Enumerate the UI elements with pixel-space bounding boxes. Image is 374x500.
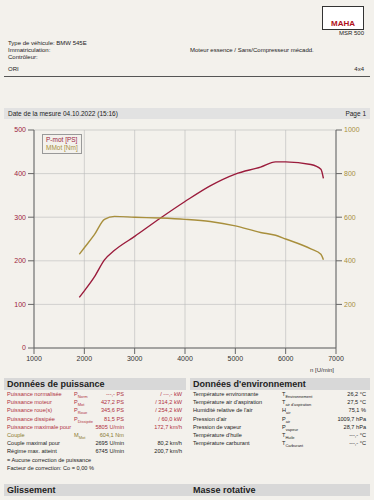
svg-text:3000: 3000 xyxy=(127,355,143,362)
html-text:TEnvironnement: TEnvironnement xyxy=(282,391,313,400)
html-text:= Aucune correction de puissan: = Aucune correction de puissance xyxy=(7,456,92,463)
html-text:345,6 PS: 345,6 PS xyxy=(101,407,124,414)
html-text:---,- PS: ---,- PS xyxy=(106,391,124,397)
svg-text:600: 600 xyxy=(344,214,356,221)
html-text:80,2 km/h: 80,2 km/h xyxy=(157,440,182,447)
html-text:---,- °C: ---,- °C xyxy=(349,431,366,438)
html-text:Hair: Hair xyxy=(282,407,291,416)
html-text:Immatriculation:: Immatriculation: xyxy=(8,47,51,53)
svg-text:4000: 4000 xyxy=(177,355,193,362)
html-text:Température d'huile: Température d'huile xyxy=(193,431,242,438)
html-text:Pression d'air: Pression d'air xyxy=(193,415,227,422)
svg-text:5000: 5000 xyxy=(228,355,244,362)
html-text:Facteur de correction: Co = 0,: Facteur de correction: Co = 0,00 % xyxy=(7,464,94,471)
html-text:Puissance maximale pour: Puissance maximale pour xyxy=(7,423,71,430)
html-text:604,1 Nm: 604,1 Nm xyxy=(99,431,124,438)
svg-text:200: 200 xyxy=(344,301,356,308)
html-text:Date de la mesure 04.10.2022 (: Date de la mesure 04.10.2022 (15:16) xyxy=(8,110,118,117)
html-text:/ ---,- kW: / ---,- kW xyxy=(160,391,182,397)
html-text:Puissance normalisée: Puissance normalisée xyxy=(7,391,62,397)
html-text:172,7 km/h: 172,7 km/h xyxy=(154,423,182,430)
html-text:/ 60,0 kW: / 60,0 kW xyxy=(158,415,182,422)
html-text:/ 314,2 kW: / 314,2 kW xyxy=(155,399,182,406)
svg-text:400: 400 xyxy=(344,257,356,264)
html-text:Couple maximal pour: Couple maximal pour xyxy=(7,440,60,447)
html-text:6745 U/min: 6745 U/min xyxy=(95,448,124,455)
html-text:Tair d'aspiration: Tair d'aspiration xyxy=(282,399,312,408)
html-text:4x4: 4x4 xyxy=(354,66,364,72)
html-text:81,5 PS: 81,5 PS xyxy=(104,415,124,422)
html-text:Température carburant: Température carburant xyxy=(193,440,250,447)
html-text:Puissance moteur: Puissance moteur xyxy=(7,399,52,406)
html-text:PDissipée: PDissipée xyxy=(74,415,94,424)
svg-text:500: 500 xyxy=(14,126,26,133)
html-text:Glissement: Glissement xyxy=(7,485,56,495)
html-text:1009,7 hPa: 1009,7 hPa xyxy=(337,415,366,422)
html-text:Puissance dissipée: Puissance dissipée xyxy=(7,415,55,422)
html-text:Page 1: Page 1 xyxy=(345,110,366,117)
html-text:Données d'environnement: Données d'environnement xyxy=(193,379,306,389)
svg-text:400: 400 xyxy=(14,170,26,177)
html-text:PMot: PMot xyxy=(74,399,85,408)
svg-text:200: 200 xyxy=(14,257,26,264)
svg-text:300: 300 xyxy=(14,214,26,221)
svg-text:1000: 1000 xyxy=(344,126,360,133)
html-text:26,2 °C: 26,2 °C xyxy=(347,391,366,397)
svg-text:100: 100 xyxy=(14,301,26,308)
html-text:Pair: Pair xyxy=(282,415,291,424)
html-text:Humidité relative de l'air: Humidité relative de l'air xyxy=(193,407,253,414)
html-text:PNorm: PNorm xyxy=(74,391,88,400)
html-text:Couple: Couple xyxy=(7,431,25,438)
svg-text:n [U/min]: n [U/min] xyxy=(310,367,334,373)
html-text:Type de véhicule: BMW 545E: Type de véhicule: BMW 545E xyxy=(8,40,87,46)
svg-text:800: 800 xyxy=(344,170,356,177)
html-text:/ 254,2 kW: / 254,2 kW xyxy=(155,407,182,414)
html-text:Masse rotative: Masse rotative xyxy=(193,485,256,495)
html-text:Contrôleur:: Contrôleur: xyxy=(8,54,38,60)
svg-text:7000: 7000 xyxy=(328,355,344,362)
html-text:MAHA: MAHA xyxy=(331,19,355,28)
html-text:Pression de vapeur: Pression de vapeur xyxy=(193,423,242,430)
html-text:2695 U/min: 2695 U/min xyxy=(95,440,124,447)
html-text:P-mot [PS]: P-mot [PS] xyxy=(46,136,78,143)
html-text:TCarburant: TCarburant xyxy=(282,440,304,449)
html-text:5805 U/min: 5805 U/min xyxy=(95,423,124,430)
html-text:---,- °C: ---,- °C xyxy=(349,440,366,447)
html-text:27,5 °C: 27,5 °C xyxy=(347,399,366,406)
html-text:Régime max. atteint: Régime max. atteint xyxy=(7,448,57,455)
html-text:Puissance roue(s): Puissance roue(s) xyxy=(7,407,53,414)
html-text:MMot [Nm]: MMot [Nm] xyxy=(46,144,78,151)
html-text:200,7 km/h: 200,7 km/h xyxy=(154,448,182,455)
svg-text:6000: 6000 xyxy=(278,355,294,362)
html-text:427,2 PS: 427,2 PS xyxy=(101,399,124,406)
html-text:MMot: MMot xyxy=(74,431,86,440)
html-text:28,7 hPa: 28,7 hPa xyxy=(343,423,366,430)
html-text:Pvapeur: Pvapeur xyxy=(282,423,298,432)
html-text:PRoue: PRoue xyxy=(74,407,88,416)
svg-text:0: 0 xyxy=(22,344,26,351)
html-text:Température environnante: Température environnante xyxy=(193,391,259,397)
svg-text:2000: 2000 xyxy=(77,355,93,362)
html-text:THuile: THuile xyxy=(282,431,295,440)
html-text:Données de puissance: Données de puissance xyxy=(7,379,105,389)
html-text:MSR 500: MSR 500 xyxy=(339,30,364,36)
html-text:Moteur essence / Sans/Compress: Moteur essence / Sans/Compresseur mécadd… xyxy=(190,47,314,53)
html-text:75,1 %: 75,1 % xyxy=(348,407,366,414)
html-text:ORI: ORI xyxy=(8,66,19,72)
html-text:Température air d'aspiration: Température air d'aspiration xyxy=(193,399,263,406)
svg-text:1000: 1000 xyxy=(26,355,42,362)
